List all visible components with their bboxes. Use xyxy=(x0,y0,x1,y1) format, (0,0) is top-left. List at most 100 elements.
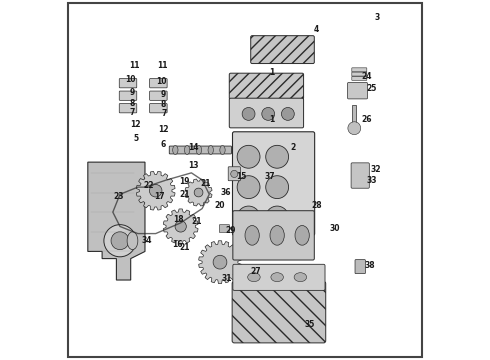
Text: 25: 25 xyxy=(367,84,377,93)
Circle shape xyxy=(348,122,361,135)
Text: 3: 3 xyxy=(374,13,380,22)
Text: 30: 30 xyxy=(329,224,340,233)
FancyBboxPatch shape xyxy=(149,78,167,88)
Text: 7: 7 xyxy=(162,109,167,118)
Circle shape xyxy=(175,221,186,232)
FancyBboxPatch shape xyxy=(169,146,231,154)
Circle shape xyxy=(111,232,129,249)
Text: 8: 8 xyxy=(160,100,166,109)
Ellipse shape xyxy=(184,145,190,154)
FancyBboxPatch shape xyxy=(119,104,137,113)
Circle shape xyxy=(237,206,260,229)
Circle shape xyxy=(194,188,203,197)
Ellipse shape xyxy=(295,226,309,245)
FancyBboxPatch shape xyxy=(119,91,137,100)
Text: 21: 21 xyxy=(179,243,190,252)
Text: 24: 24 xyxy=(361,72,372,81)
FancyBboxPatch shape xyxy=(229,98,304,128)
Text: 8: 8 xyxy=(130,99,135,108)
Text: 29: 29 xyxy=(225,225,236,234)
Circle shape xyxy=(104,225,136,257)
Text: 31: 31 xyxy=(222,274,232,283)
Text: 16: 16 xyxy=(172,240,182,249)
Text: 18: 18 xyxy=(173,215,184,224)
Text: 12: 12 xyxy=(158,126,169,135)
Ellipse shape xyxy=(220,145,225,154)
Circle shape xyxy=(237,145,260,168)
FancyBboxPatch shape xyxy=(352,68,367,72)
Text: 33: 33 xyxy=(367,176,377,185)
Text: 11: 11 xyxy=(129,61,140,70)
Circle shape xyxy=(262,108,275,120)
Polygon shape xyxy=(198,241,241,284)
Text: 26: 26 xyxy=(361,115,372,124)
Text: 21: 21 xyxy=(192,217,202,226)
Circle shape xyxy=(231,170,238,177)
Bar xyxy=(352,105,356,128)
Text: 9: 9 xyxy=(160,90,166,99)
Circle shape xyxy=(237,176,260,199)
Text: 10: 10 xyxy=(125,76,136,85)
Text: 13: 13 xyxy=(188,161,198,170)
Circle shape xyxy=(281,108,294,120)
Text: 27: 27 xyxy=(250,267,261,276)
Circle shape xyxy=(149,184,162,197)
Circle shape xyxy=(266,206,289,229)
Circle shape xyxy=(242,108,255,120)
FancyBboxPatch shape xyxy=(352,72,367,76)
Text: 1: 1 xyxy=(269,68,274,77)
Text: 12: 12 xyxy=(130,120,140,129)
Ellipse shape xyxy=(196,145,201,154)
Ellipse shape xyxy=(247,273,260,282)
Text: 6: 6 xyxy=(160,140,166,149)
Text: 22: 22 xyxy=(143,181,154,190)
FancyBboxPatch shape xyxy=(220,225,230,233)
Text: 37: 37 xyxy=(265,172,275,181)
FancyBboxPatch shape xyxy=(149,104,167,113)
Text: 14: 14 xyxy=(188,143,198,152)
FancyBboxPatch shape xyxy=(233,211,314,260)
Polygon shape xyxy=(185,179,212,206)
Polygon shape xyxy=(163,209,198,244)
Text: 19: 19 xyxy=(179,177,190,186)
Ellipse shape xyxy=(294,273,307,282)
Text: 21: 21 xyxy=(200,179,211,188)
Ellipse shape xyxy=(208,145,213,154)
FancyBboxPatch shape xyxy=(229,73,304,99)
Text: 15: 15 xyxy=(236,172,246,181)
FancyBboxPatch shape xyxy=(355,260,366,274)
Ellipse shape xyxy=(127,232,138,249)
Ellipse shape xyxy=(172,145,178,154)
Text: 28: 28 xyxy=(311,201,322,210)
FancyBboxPatch shape xyxy=(233,264,325,291)
Text: 38: 38 xyxy=(365,261,375,270)
Polygon shape xyxy=(88,162,145,280)
Ellipse shape xyxy=(271,273,283,282)
Text: 23: 23 xyxy=(113,192,123,201)
Text: 5: 5 xyxy=(133,134,139,143)
Text: 35: 35 xyxy=(304,320,315,329)
Text: 32: 32 xyxy=(370,165,381,174)
FancyBboxPatch shape xyxy=(232,282,326,343)
Text: 10: 10 xyxy=(156,77,166,86)
Ellipse shape xyxy=(245,226,259,245)
Text: 2: 2 xyxy=(291,143,296,152)
Circle shape xyxy=(213,255,227,269)
Text: 36: 36 xyxy=(220,188,231,197)
FancyBboxPatch shape xyxy=(232,132,315,235)
Text: 34: 34 xyxy=(142,236,152,245)
Ellipse shape xyxy=(270,226,284,245)
Text: 20: 20 xyxy=(215,201,225,210)
FancyBboxPatch shape xyxy=(149,91,167,100)
Circle shape xyxy=(266,176,289,199)
FancyBboxPatch shape xyxy=(351,163,369,188)
Text: 9: 9 xyxy=(130,88,135,97)
FancyBboxPatch shape xyxy=(119,78,137,88)
Text: 1: 1 xyxy=(269,115,274,124)
FancyBboxPatch shape xyxy=(228,167,241,181)
FancyBboxPatch shape xyxy=(352,76,367,80)
Text: 21: 21 xyxy=(179,190,190,199)
Circle shape xyxy=(266,145,289,168)
FancyBboxPatch shape xyxy=(251,36,314,64)
FancyBboxPatch shape xyxy=(347,82,368,99)
